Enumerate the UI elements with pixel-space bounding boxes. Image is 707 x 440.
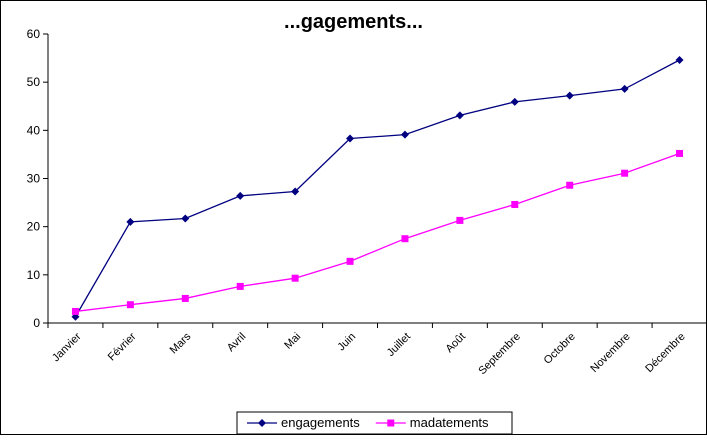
data-point <box>621 169 629 177</box>
y-tick-label: 20 <box>27 220 41 234</box>
data-point <box>291 274 299 282</box>
data-point <box>675 56 684 65</box>
chart-title: ...gagements... <box>284 11 423 33</box>
y-tick-label: 40 <box>27 123 41 137</box>
series-layer <box>71 56 684 321</box>
y-tick-label: 50 <box>27 75 41 89</box>
legend-marker <box>258 419 266 427</box>
y-tick-label: 30 <box>27 172 41 186</box>
data-point <box>236 282 244 290</box>
data-point <box>346 257 354 265</box>
legend-label: madatements <box>410 415 489 430</box>
y-tick-label: 0 <box>33 316 40 330</box>
series-madatements <box>71 149 684 315</box>
series-line <box>74 59 680 318</box>
data-point <box>455 111 464 120</box>
y-tick-label: 60 <box>27 27 41 41</box>
data-point <box>511 201 519 209</box>
data-point <box>291 187 300 196</box>
data-point <box>565 91 574 100</box>
data-point <box>181 214 190 223</box>
data-point <box>236 191 245 200</box>
data-point <box>346 134 355 143</box>
y-tick-label: 10 <box>27 268 41 282</box>
data-point <box>71 307 79 315</box>
legend-label: engagements <box>281 415 360 430</box>
data-point <box>401 235 409 243</box>
data-point <box>676 149 684 157</box>
legend-box <box>236 411 513 435</box>
data-point <box>126 217 135 226</box>
data-point <box>620 84 629 93</box>
data-point <box>456 216 464 224</box>
series-line <box>75 152 680 313</box>
series-engagements <box>71 56 684 321</box>
data-point <box>566 181 574 189</box>
data-point <box>181 294 189 302</box>
data-point <box>126 301 134 309</box>
legend-marker <box>387 419 395 427</box>
legend: engagements madatements <box>236 411 513 435</box>
data-point <box>510 97 519 106</box>
data-point <box>400 130 409 139</box>
